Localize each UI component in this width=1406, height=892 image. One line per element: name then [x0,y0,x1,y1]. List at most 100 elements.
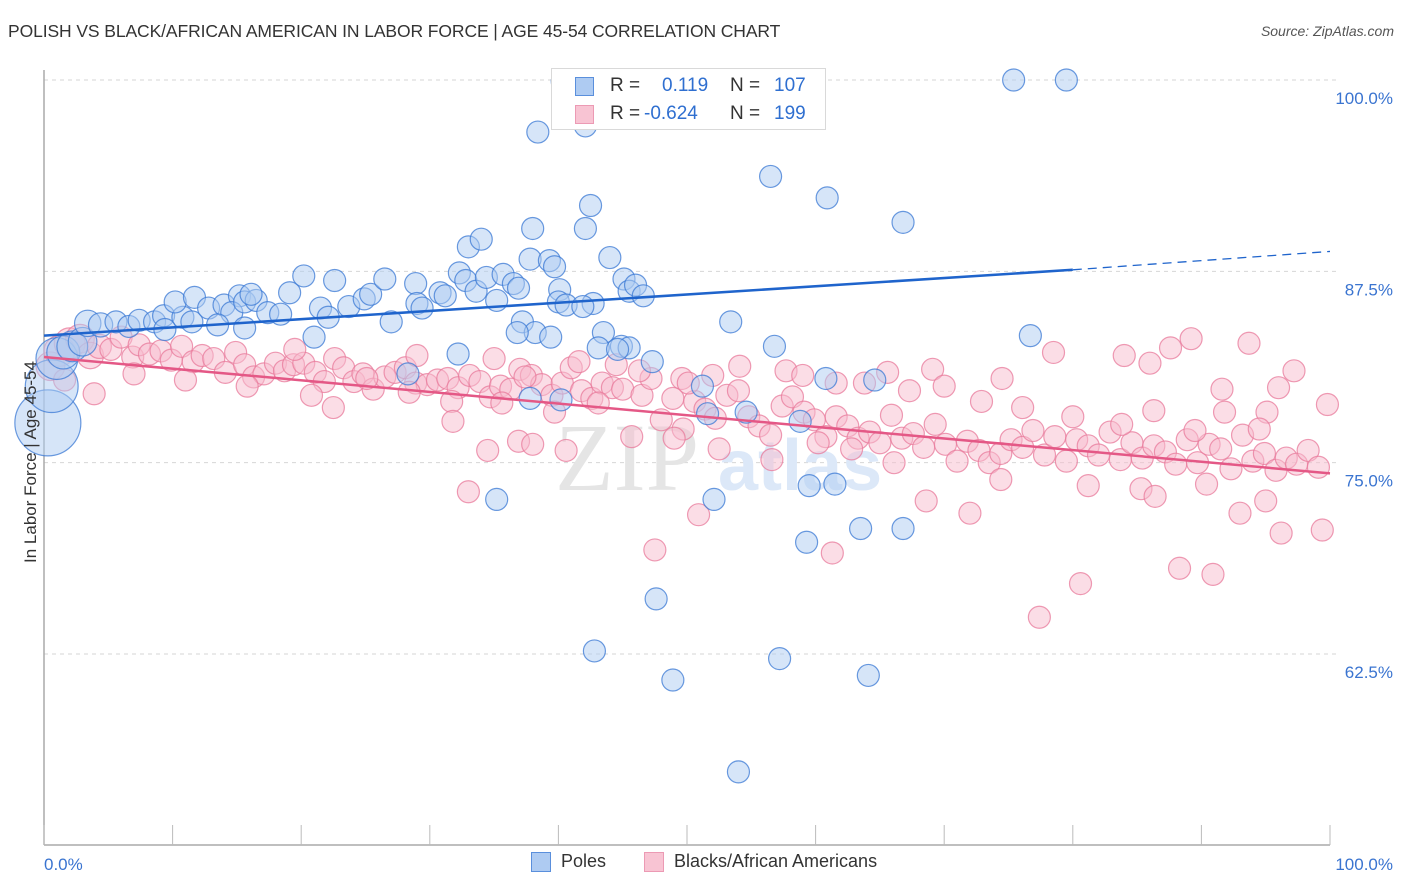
blacks-point [1212,400,1237,424]
blacks-point [914,489,938,513]
blacks-point [897,379,922,403]
blacks-point [806,431,830,455]
blacks-point [1254,489,1278,513]
blacks-point [1252,441,1277,466]
poles-point [359,282,383,306]
blacks-point [1142,399,1166,423]
blacks-point [643,538,667,562]
blacks-point [868,431,892,455]
poles-point [758,164,783,189]
poles-point [582,639,607,663]
poles-point [163,290,187,314]
blacks-point [513,365,537,389]
blacks-swatch [644,851,664,872]
legend-item-blacks[interactable]: Blacks/African Americans [644,851,877,872]
blacks-point [476,438,500,463]
blacks-point [921,357,945,381]
r-value: -0.624 [644,103,698,124]
blacks-point [932,374,956,398]
poles-point [239,282,263,306]
blacks-point [1269,521,1293,545]
blacks-point [235,374,259,398]
blacks-point [1076,474,1100,498]
legend-label: Poles [561,851,607,871]
poles-point [379,310,403,334]
poles-point [506,276,531,300]
blacks-point [1086,443,1111,467]
y-tick-label: 75.0% [1345,472,1393,491]
poles-point [404,271,428,296]
poles-point [549,388,573,412]
poles-trend-line [43,268,1073,337]
blacks-point [456,480,480,504]
poles-point [661,668,685,692]
blacks-point [1021,418,1045,443]
blacks-point [1315,392,1340,417]
blacks-point [1247,417,1271,441]
r-label: R = [610,75,641,96]
blacks-point [620,425,644,449]
poles-point [433,284,457,308]
poles-point [734,400,758,424]
blacks-point [1201,562,1225,587]
poles-point [856,663,880,688]
poles-trend-extension [1072,250,1331,271]
blacks-point [1167,556,1192,580]
poles-point [815,186,839,210]
poles-point [598,245,622,270]
poles-point [794,530,819,554]
blacks-point [820,541,844,565]
blacks-point [283,337,307,361]
n-label: N = [730,103,761,124]
blacks-point [1266,376,1291,400]
blacks-point [958,501,982,525]
poles-point [302,325,326,349]
poles-point [797,474,821,498]
poles-swatch [531,851,551,872]
poles-point [323,268,347,293]
blacks-point [1158,336,1183,360]
blacks-point [728,354,752,378]
poles-point [469,227,493,251]
blacks-point [1027,605,1051,629]
poles-point [373,267,397,291]
poles-point [690,374,715,398]
blacks-point [321,395,345,420]
legend-label: Blacks/African Americans [674,851,878,871]
poles-point [891,516,915,541]
blacks-point [1110,412,1134,436]
r-value: 0.119 [662,75,709,96]
poles-point [719,310,743,334]
blacks-point [355,366,379,391]
blacks-point [586,391,610,415]
y-tick-label: 62.5% [1345,663,1393,682]
poles-point [823,472,847,496]
poles-point [695,402,720,426]
blacks-point [1310,518,1334,542]
blacks-point [1112,343,1136,368]
poles-point [521,216,545,241]
r-label: R = [610,103,641,124]
poles-point [814,366,838,391]
poles-point [726,760,751,784]
blacks-point [1209,437,1233,461]
blacks-point [1138,351,1162,375]
poles-swatch [575,77,594,96]
poles-point [571,294,595,319]
blacks-point [299,383,324,407]
blacks-point [611,377,635,401]
blacks-point [1068,571,1093,596]
blacks-point [879,403,904,427]
y-tick-label: 87.5% [1345,280,1393,299]
blacks-point [1164,452,1188,476]
poles-point [788,409,812,433]
blacks-point [1282,359,1306,383]
legend-item-poles[interactable]: Poles [531,851,606,872]
poles-point [1002,68,1026,92]
blacks-point [707,437,731,461]
poles-point [526,120,550,144]
blacks-trend-line [43,355,1331,475]
blacks-point [989,467,1013,492]
poles-point [573,216,598,241]
blacks-point [122,362,146,386]
